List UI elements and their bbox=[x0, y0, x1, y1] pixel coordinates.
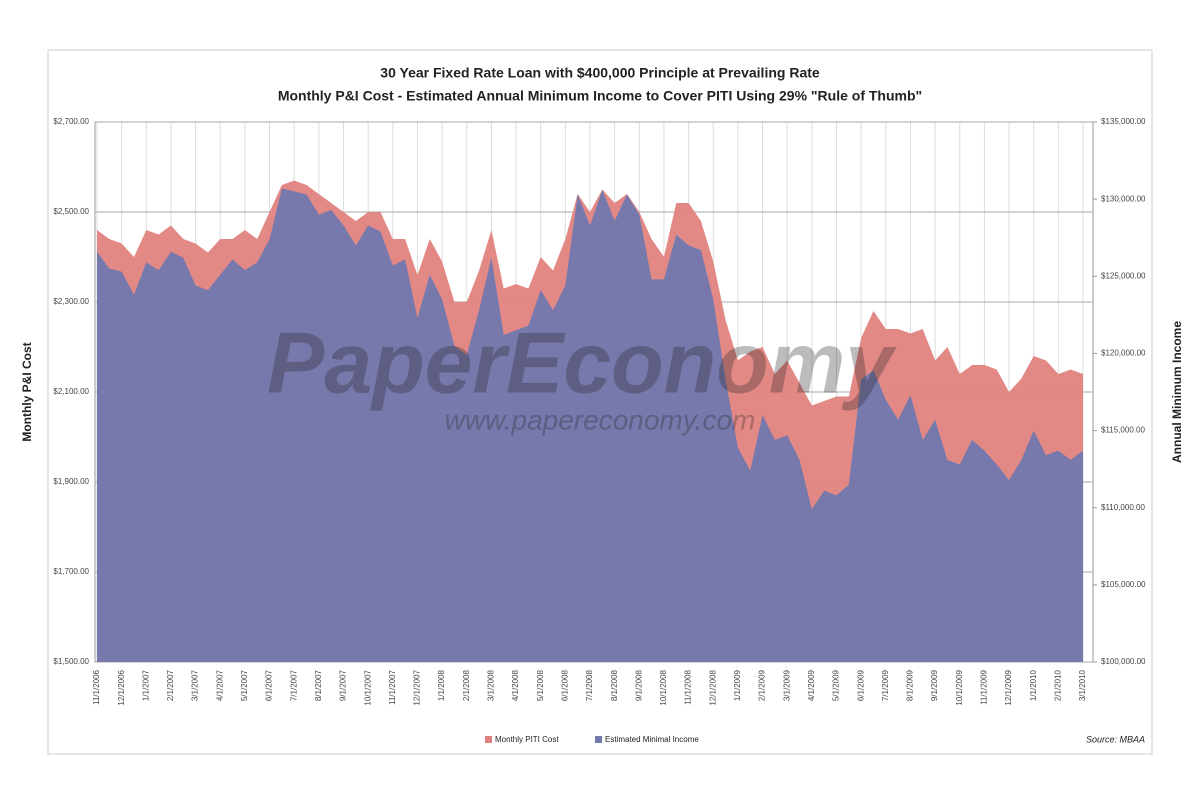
x-tick-label: 12/1/2006 bbox=[117, 669, 126, 705]
watermark: PaperEconomy bbox=[267, 316, 897, 412]
y-tick-label: $1,500.00 bbox=[53, 657, 89, 666]
y2-tick-label: $120,000.00 bbox=[1101, 349, 1146, 358]
x-tick-label: 3/1/2010 bbox=[1078, 669, 1087, 701]
y-tick-label: $2,300.00 bbox=[53, 297, 89, 306]
chart-title: 30 Year Fixed Rate Loan with $400,000 Pr… bbox=[380, 65, 820, 81]
x-tick-label: 6/1/2009 bbox=[856, 669, 865, 701]
x-tick-label: 5/1/2007 bbox=[240, 669, 249, 701]
x-tick-label: 3/1/2009 bbox=[782, 669, 791, 701]
x-tick-label: 10/1/2007 bbox=[363, 669, 372, 705]
x-tick-label: 1/1/2007 bbox=[141, 669, 150, 701]
y2-tick-label: $115,000.00 bbox=[1101, 426, 1145, 435]
y-axis-label: Monthly P&I Cost bbox=[20, 342, 34, 441]
x-tick-label: 2/1/2007 bbox=[166, 669, 175, 701]
x-tick-label: 11/1/2008 bbox=[684, 669, 693, 705]
x-tick-label: 5/1/2009 bbox=[832, 669, 841, 701]
x-tick-label: 2/1/2008 bbox=[462, 669, 471, 701]
x-tick-label: 9/1/2008 bbox=[634, 669, 643, 701]
y2-tick-label: $130,000.00 bbox=[1101, 194, 1146, 203]
x-tick-label: 2/1/2010 bbox=[1053, 669, 1062, 701]
x-tick-label: 11/1/2006 bbox=[92, 669, 101, 705]
x-tick-label: 9/1/2007 bbox=[339, 669, 348, 701]
y-tick-label: $2,700.00 bbox=[53, 117, 89, 126]
legend-swatch bbox=[485, 736, 492, 743]
y2-tick-label: $105,000.00 bbox=[1101, 580, 1146, 589]
y-tick-label: $2,100.00 bbox=[53, 387, 89, 396]
x-tick-label: 12/1/2009 bbox=[1004, 669, 1013, 705]
x-tick-label: 6/1/2007 bbox=[265, 669, 274, 701]
legend-label: Monthly PITI Cost bbox=[495, 735, 559, 744]
x-tick-label: 10/1/2008 bbox=[659, 669, 668, 705]
x-tick-label: 3/1/2007 bbox=[191, 669, 200, 701]
y2-tick-label: $110,000.00 bbox=[1101, 503, 1145, 512]
area bbox=[97, 188, 1083, 663]
x-tick-label: 5/1/2008 bbox=[536, 669, 545, 701]
legend-label: Estimated Minimal Income bbox=[605, 735, 699, 744]
source-note: Source: MBAA bbox=[1086, 734, 1145, 744]
x-tick-label: 7/1/2007 bbox=[289, 669, 298, 701]
x-tick-label: 4/1/2008 bbox=[511, 669, 520, 701]
y2-tick-label: $135,000.00 bbox=[1101, 117, 1146, 126]
y-tick-label: $2,500.00 bbox=[53, 207, 89, 216]
x-tick-label: 4/1/2007 bbox=[215, 669, 224, 701]
y2-tick-label: $125,000.00 bbox=[1101, 271, 1146, 280]
x-tick-label: 8/1/2008 bbox=[610, 669, 619, 701]
x-tick-label: 10/1/2009 bbox=[955, 669, 964, 705]
x-tick-label: 8/1/2007 bbox=[314, 669, 323, 701]
x-tick-label: 12/1/2008 bbox=[708, 669, 717, 705]
x-tick-label: 7/1/2008 bbox=[585, 669, 594, 701]
x-tick-label: 1/1/2010 bbox=[1029, 669, 1038, 701]
y2-axis-label: Annual Minimum Income bbox=[1170, 321, 1184, 463]
x-tick-label: 9/1/2009 bbox=[930, 669, 939, 701]
y-tick-label: $1,700.00 bbox=[53, 567, 89, 576]
x-tick-label: 3/1/2008 bbox=[487, 669, 496, 701]
watermark-url: www.papereconomy.com bbox=[445, 404, 756, 435]
x-tick-label: 6/1/2008 bbox=[560, 669, 569, 701]
x-tick-label: 2/1/2009 bbox=[758, 669, 767, 701]
x-tick-label: 12/1/2007 bbox=[413, 669, 422, 705]
x-tick-label: 11/1/2009 bbox=[980, 669, 989, 705]
legend-swatch bbox=[595, 736, 602, 743]
x-tick-label: 8/1/2009 bbox=[906, 669, 915, 701]
x-tick-label: 4/1/2009 bbox=[807, 669, 816, 701]
chart-subtitle: Monthly P&I Cost - Estimated Annual Mini… bbox=[278, 88, 922, 104]
x-tick-label: 1/1/2008 bbox=[437, 669, 446, 701]
x-tick-label: 11/1/2007 bbox=[388, 669, 397, 705]
x-tick-label: 1/1/2009 bbox=[733, 669, 742, 701]
y-tick-label: $1,900.00 bbox=[53, 477, 89, 486]
x-tick-label: 7/1/2009 bbox=[881, 669, 890, 701]
y2-tick-label: $100,000.00 bbox=[1101, 657, 1146, 666]
